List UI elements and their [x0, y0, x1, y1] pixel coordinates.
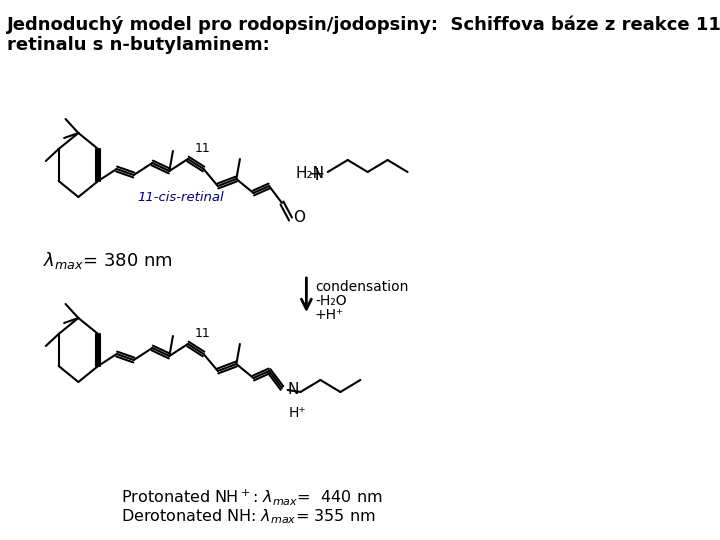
Text: $\lambda_{max}$= 380 nm: $\lambda_{max}$= 380 nm [42, 250, 173, 271]
Text: H₂N: H₂N [296, 166, 325, 181]
Text: +: + [309, 165, 325, 185]
Text: Protonated NH$^+$: $\lambda_{max}$=  440 nm: Protonated NH$^+$: $\lambda_{max}$= 440 … [121, 487, 382, 507]
Text: +H⁺: +H⁺ [315, 308, 344, 322]
Text: condensation: condensation [315, 280, 408, 294]
Text: H⁺: H⁺ [289, 406, 307, 420]
Text: 11-cis-retinal: 11-cis-retinal [138, 191, 224, 204]
Text: O: O [293, 210, 305, 225]
Text: N: N [288, 382, 299, 397]
Text: -H₂O: -H₂O [315, 294, 346, 308]
Text: retinalu s n-butylaminem:: retinalu s n-butylaminem: [7, 36, 270, 54]
Text: 11: 11 [194, 327, 210, 340]
Text: Jednoduchý model pro rodopsin/jodopsiny:  Schiffova báze z reakce 11-cis-: Jednoduchý model pro rodopsin/jodopsiny:… [7, 15, 720, 33]
Text: Derotonated NH: $\lambda_{max}$= 355 nm: Derotonated NH: $\lambda_{max}$= 355 nm [121, 507, 376, 526]
Text: 11: 11 [194, 142, 210, 155]
